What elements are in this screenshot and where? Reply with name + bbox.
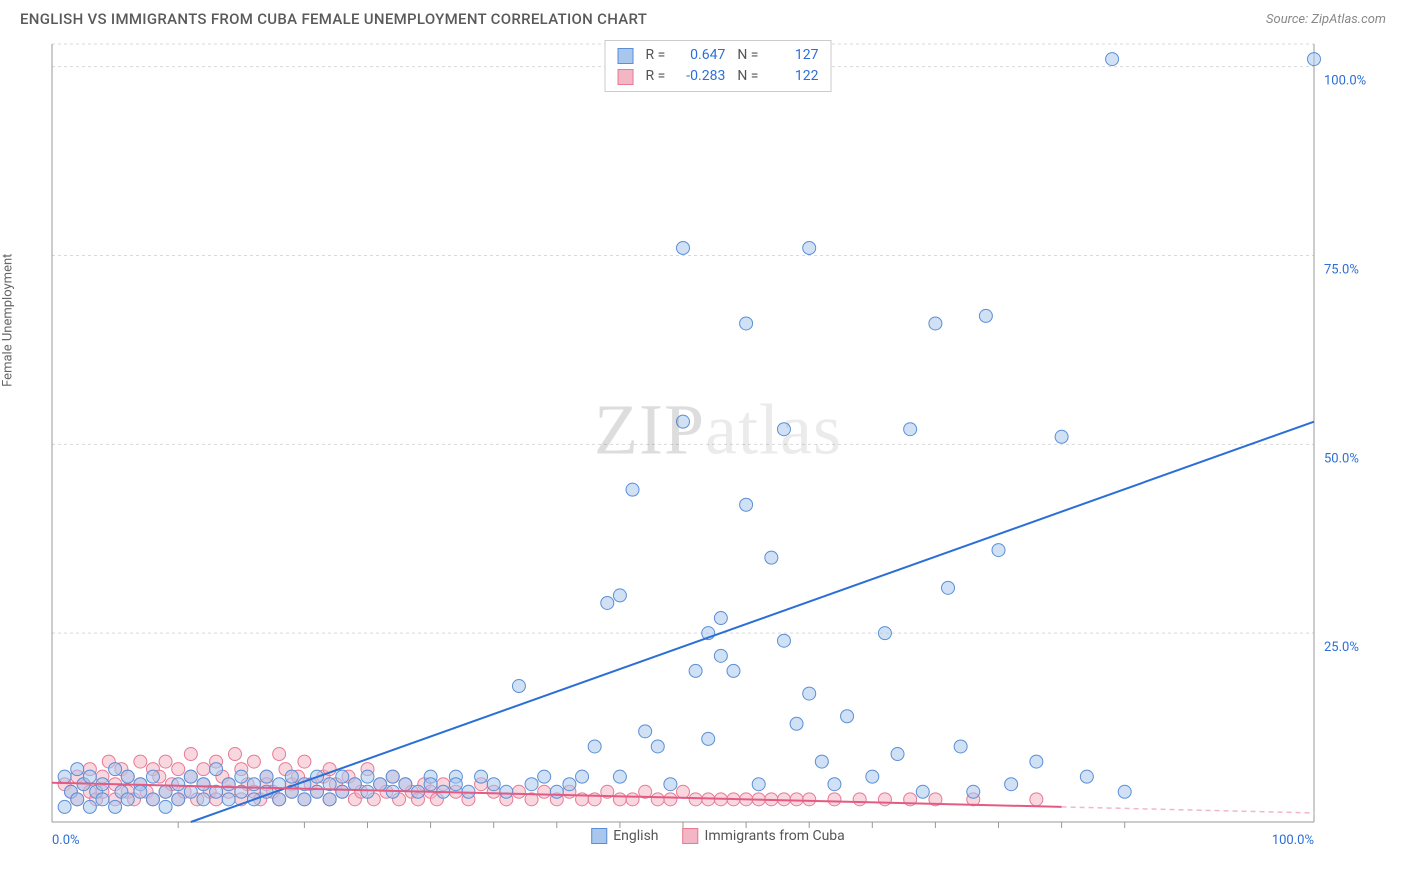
n-value-cuba: 122 — [766, 66, 818, 87]
svg-text:0.0%: 0.0% — [52, 833, 80, 848]
chart-container: 25.0%50.0%75.0%100.0%0.0%100.0% ZIPatlas… — [50, 40, 1386, 852]
swatch-cuba — [683, 828, 699, 844]
legend-label-english: English — [613, 828, 658, 844]
chart-title: ENGLISH VS IMMIGRANTS FROM CUBA FEMALE U… — [20, 10, 647, 28]
legend-item-english: English — [591, 828, 658, 844]
svg-text:100.0%: 100.0% — [1272, 833, 1314, 848]
series-legend: English Immigrants from Cuba — [591, 828, 845, 844]
n-label: N = — [737, 66, 758, 87]
svg-text:25.0%: 25.0% — [1324, 640, 1359, 655]
r-label: R = — [646, 45, 666, 66]
chart-header: ENGLISH VS IMMIGRANTS FROM CUBA FEMALE U… — [0, 0, 1406, 34]
stats-row-cuba: R = -0.283 N = 122 — [618, 66, 819, 87]
swatch-cuba — [618, 69, 634, 85]
stats-legend: R = 0.647 N = 127 R = -0.283 N = 122 — [605, 40, 832, 92]
swatch-english — [591, 828, 607, 844]
y-axis-label: Female Unemployment — [1, 254, 16, 387]
source-attribution: Source: ZipAtlas.com — [1266, 12, 1386, 27]
n-value-english: 127 — [766, 45, 818, 66]
r-label: R = — [646, 66, 666, 87]
scatter-plot: 25.0% 50.0% 75.0% 100.0% 0.0% 100.0% — [50, 40, 1386, 852]
legend-label-cuba: Immigrants from Cuba — [705, 828, 845, 844]
svg-text:100.0%: 100.0% — [1324, 74, 1366, 89]
swatch-english — [618, 48, 634, 64]
svg-text:75.0%: 75.0% — [1324, 262, 1359, 277]
r-value-english: 0.647 — [673, 45, 725, 66]
stats-row-english: R = 0.647 N = 127 — [618, 45, 819, 66]
n-label: N = — [737, 45, 758, 66]
legend-item-cuba: Immigrants from Cuba — [683, 828, 845, 844]
svg-text:50.0%: 50.0% — [1324, 451, 1359, 466]
r-value-cuba: -0.283 — [673, 66, 725, 87]
